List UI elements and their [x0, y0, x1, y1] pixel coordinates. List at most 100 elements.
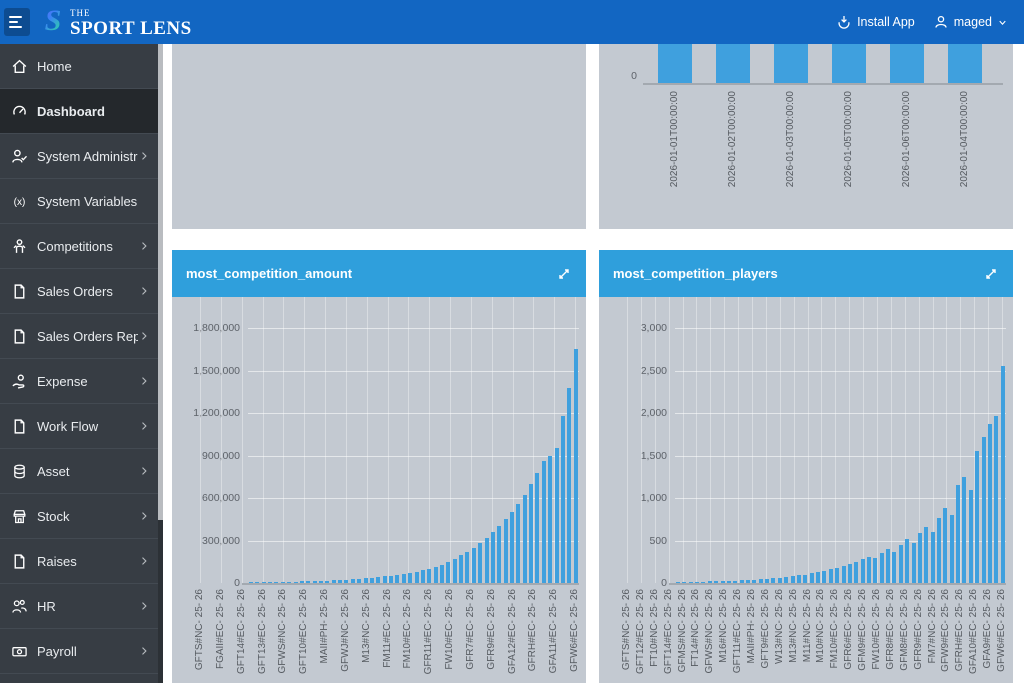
bar	[280, 581, 285, 583]
sidebar-item-sales-orders-reports[interactable]: Sales Orders Reports	[0, 314, 158, 359]
gridline	[325, 297, 326, 583]
sidebar-item-system-administration[interactable]: System Administration	[0, 134, 158, 179]
sidebar-item-dashboard[interactable]: Dashboard	[0, 89, 158, 134]
x-axis-tick-label: GFT14#EC- 25- 26	[662, 589, 674, 675]
x-axis-tick-label: M11#NC- 25- 26	[801, 589, 813, 663]
gridline	[429, 297, 431, 583]
user-menu[interactable]: maged	[933, 14, 1008, 30]
bar	[733, 580, 738, 583]
bar	[401, 573, 406, 583]
y-axis-tick-label: 300,000	[202, 534, 240, 547]
sidebar-item-sales-orders[interactable]: Sales Orders	[0, 269, 158, 314]
gridline	[682, 297, 684, 583]
gridline	[554, 297, 556, 583]
bar	[898, 544, 903, 583]
sidebar-menu: Home Dashboard System Administration (x) Sys…	[0, 44, 158, 674]
bar	[968, 489, 973, 583]
file-icon	[14, 328, 25, 344]
gridline	[710, 297, 712, 583]
gridline	[248, 498, 579, 499]
bar	[567, 387, 572, 583]
expand-icon[interactable]	[983, 266, 999, 282]
bar	[726, 580, 731, 583]
x-axis-tick-label: W13#NC- 25- 26	[773, 589, 785, 665]
x-axis-tick-label: GFRH#EC- 25- 26	[954, 589, 966, 672]
x-axis-tick-label: GFWJ#NC- 25- 26	[339, 589, 351, 672]
x-axis-tick-label: GFT13#EC- 25- 26	[256, 589, 268, 675]
bar	[854, 561, 859, 583]
bar	[439, 564, 444, 583]
sidebar-item-payroll[interactable]: Payroll	[0, 629, 158, 674]
sidebar-scrollbar-thumb[interactable]	[158, 44, 163, 520]
bar	[548, 455, 553, 583]
sidebar-item-label: Dashboard	[37, 103, 105, 119]
install-app-button[interactable]: Install App	[836, 14, 915, 30]
bar	[249, 582, 253, 583]
x-axis-tick-label: 2026-01-02T00:00:00	[727, 91, 738, 188]
sidebar-scrollbar-track	[158, 44, 163, 683]
x-axis-tick-label: GFRH#EC- 25- 26	[527, 589, 539, 672]
bar	[516, 503, 521, 583]
sidebar-item-home[interactable]: Home	[0, 44, 158, 89]
bar	[658, 44, 692, 83]
gridline	[849, 297, 851, 583]
bar	[497, 526, 502, 583]
sidebar-toggle-button[interactable]	[4, 8, 30, 36]
gridline	[904, 297, 906, 583]
panel-top-left-cropped	[172, 44, 586, 229]
panel-title: most_competition_amount	[186, 266, 353, 281]
sidebar-item-asset[interactable]: Asset	[0, 449, 158, 494]
bar	[446, 561, 451, 583]
bar	[293, 581, 298, 583]
bar	[975, 451, 980, 583]
gridline	[932, 297, 934, 583]
gridline	[248, 455, 579, 457]
sidebar-item-stock[interactable]: Stock	[0, 494, 158, 539]
sidebar-item-label: System Variables	[37, 193, 138, 209]
gridline	[248, 328, 579, 329]
bar	[357, 578, 362, 583]
y-axis-tick-label: 2,500	[640, 364, 667, 377]
bar	[716, 44, 750, 83]
sidebar-item-hr[interactable]: HR	[0, 584, 158, 629]
x-axis-tick-label: 2026-01-01T00:00:00	[669, 91, 680, 188]
expand-icon[interactable]	[556, 266, 572, 282]
sidebar-item-competitions[interactable]: Competitions	[0, 224, 158, 269]
sidebar-item-label: Expense	[37, 373, 88, 389]
bar	[866, 556, 871, 583]
x-axis-tick-label: GFW6#EC- 25- 26	[569, 589, 580, 672]
y-axis-tick-label: 1,000	[640, 492, 667, 504]
sidebar-item-raises[interactable]: Raises	[0, 539, 158, 584]
bar	[956, 485, 961, 583]
bar	[962, 476, 967, 583]
logo-s-icon: S	[38, 4, 68, 41]
bar	[701, 581, 706, 583]
y-axis-tick-label: 0	[631, 70, 637, 82]
x-axis-tick-label: GFR9#EC- 25- 26	[485, 589, 497, 670]
bar	[554, 448, 559, 583]
gridline	[918, 297, 920, 583]
x-axis-tick-label: GFA12#EC- 25- 26	[506, 589, 518, 675]
x-axis-tick-label: GFWS#NC- 25- 26	[277, 589, 289, 674]
sidebar-item-expense[interactable]: Expense	[0, 359, 158, 404]
top-navbar: S THE SPORT LENS Install App	[0, 0, 1024, 44]
brand-logo[interactable]: S THE SPORT LENS	[38, 4, 192, 41]
sidebar: Home Dashboard System Administration (x) Sys…	[0, 44, 163, 683]
bar	[771, 578, 776, 583]
gridline	[200, 297, 201, 583]
x-axis-tick-label: FT14#NC- 25- 26	[690, 589, 702, 667]
bar	[535, 472, 540, 583]
install-app-icon	[838, 16, 850, 29]
bar	[873, 558, 878, 583]
sidebar-item-work-flow[interactable]: Work Flow	[0, 404, 158, 449]
gridline	[220, 297, 222, 583]
chevron-down-icon	[999, 20, 1006, 25]
bar	[822, 571, 827, 583]
bar	[676, 582, 680, 583]
panel-most-competition-amount: most_competition_amount 0 300,000 600,000 9…	[172, 250, 586, 683]
bar	[752, 579, 757, 583]
sidebar-item-system-variables[interactable]: (x) System Variables	[0, 179, 158, 224]
x-axis-tick-label: FM7#NC- 25- 26	[926, 589, 938, 664]
y-axis-tick-label: 1,200,000	[193, 407, 240, 419]
y-axis-tick-label: 600,000	[202, 492, 240, 504]
